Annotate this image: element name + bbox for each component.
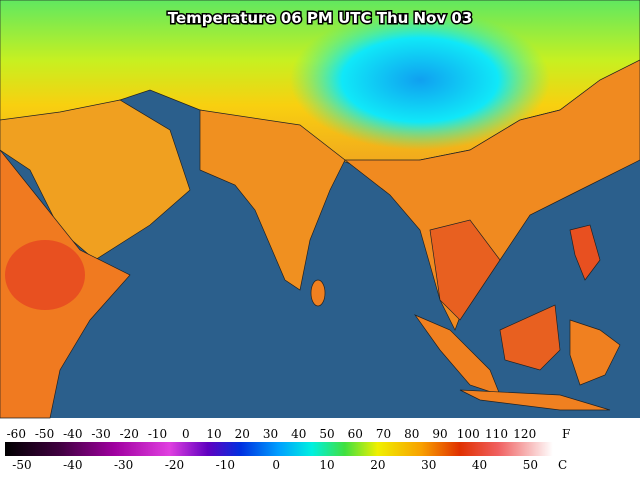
f-tick-label: -20 bbox=[120, 427, 139, 441]
land bbox=[0, 0, 640, 419]
c-unit: C bbox=[558, 458, 567, 472]
f-tick-label: 30 bbox=[263, 427, 278, 441]
f-tick-label: 100 bbox=[457, 427, 480, 441]
c-tick-label: -10 bbox=[216, 458, 235, 472]
c-tick-label: 0 bbox=[272, 458, 280, 472]
c-tick-label: -20 bbox=[165, 458, 184, 472]
f-tick-label: -40 bbox=[63, 427, 82, 441]
f-tick-label: 90 bbox=[432, 427, 447, 441]
c-tick-label: 10 bbox=[319, 458, 334, 472]
f-tick-label: 40 bbox=[291, 427, 306, 441]
c-tick-label: 30 bbox=[421, 458, 436, 472]
f-tick-label: 60 bbox=[348, 427, 363, 441]
c-tick-label: -50 bbox=[12, 458, 31, 472]
c-tick-label: 20 bbox=[370, 458, 385, 472]
f-unit: F bbox=[562, 427, 570, 441]
color-bar bbox=[5, 442, 553, 456]
f-tick-label: 110 bbox=[485, 427, 508, 441]
c-tick-label: -40 bbox=[63, 458, 82, 472]
f-tick-label: -50 bbox=[35, 427, 54, 441]
f-tick-label: 0 bbox=[182, 427, 190, 441]
f-tick-label: 120 bbox=[513, 427, 536, 441]
f-tick-label: -60 bbox=[7, 427, 26, 441]
f-tick-label: -30 bbox=[91, 427, 110, 441]
f-tick-label: 20 bbox=[235, 427, 250, 441]
f-tick-label: -10 bbox=[148, 427, 167, 441]
c-tick-label: -30 bbox=[114, 458, 133, 472]
c-tick-label: 50 bbox=[523, 458, 538, 472]
map-title: Temperature 06 PM UTC Thu Nov 03 bbox=[168, 9, 473, 27]
c-tick-label: 40 bbox=[472, 458, 487, 472]
f-tick-label: 10 bbox=[206, 427, 221, 441]
f-tick-label: 80 bbox=[404, 427, 419, 441]
f-tick-label: 70 bbox=[376, 427, 391, 441]
f-tick-label: 50 bbox=[319, 427, 334, 441]
